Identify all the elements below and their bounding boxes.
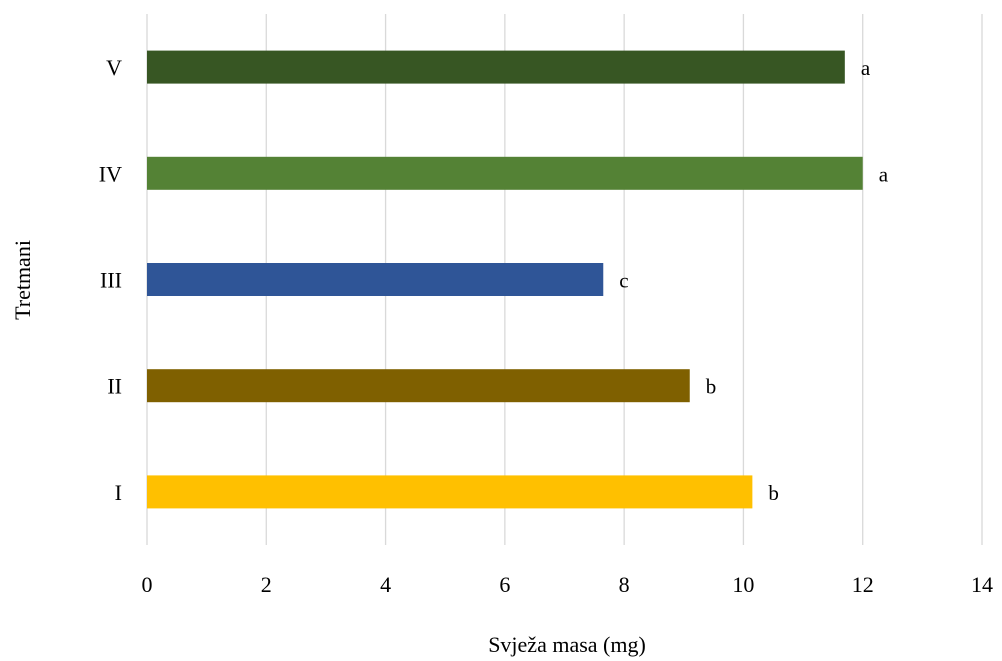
category-label-III: III: [100, 268, 122, 293]
category-label-IV: IV: [99, 161, 122, 186]
bar-I: [147, 475, 753, 509]
x-tick-label: 10: [732, 572, 754, 597]
data-label-III: c: [619, 269, 628, 293]
bar-V: [147, 50, 845, 84]
bar-II: [147, 369, 690, 403]
bar-III: [147, 263, 604, 296]
data-labels: b b c a a: [619, 56, 888, 505]
data-label-I: b: [768, 481, 779, 505]
x-tick-label: 0: [142, 572, 153, 597]
data-label-IV: a: [879, 162, 889, 186]
bar-IV: [147, 156, 863, 190]
x-tick-label: 12: [852, 572, 874, 597]
bars: [147, 50, 863, 509]
x-tick-label: 4: [380, 572, 391, 597]
data-label-V: a: [861, 56, 871, 80]
value-axis-tick-labels: 0 2 4 6 8 10 12 14: [142, 572, 994, 597]
category-label-II: II: [107, 374, 122, 399]
x-tick-label: 2: [261, 572, 272, 597]
category-label-I: I: [115, 480, 122, 505]
x-tick-label: 6: [499, 572, 510, 597]
x-tick-label: 8: [619, 572, 630, 597]
category-label-V: V: [106, 55, 122, 80]
data-label-II: b: [706, 375, 717, 399]
y-axis-title: Tretmani: [10, 240, 35, 320]
x-axis-title: Svježa masa (mg): [488, 632, 646, 657]
x-tick-label: 14: [971, 572, 993, 597]
